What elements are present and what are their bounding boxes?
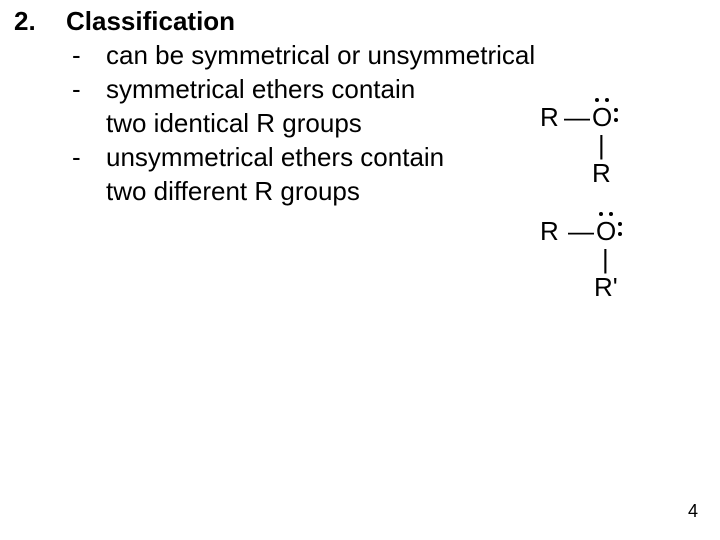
formula-unsymmetrical-ether: R — O | R' — [540, 210, 690, 320]
bullet-text: can be symmetrical or unsymmetrical — [106, 40, 535, 71]
formula-r-prime-bottom: R' — [594, 274, 618, 300]
lone-pair-dot-icon — [595, 98, 599, 102]
bond-horizontal-icon: — — [564, 104, 590, 130]
lone-pair-dot-icon — [618, 232, 622, 236]
bullet-text: unsymmetrical ethers contain — [106, 142, 444, 173]
list-number: 2. — [14, 6, 36, 37]
formula-r-left: R — [540, 104, 559, 130]
bullet-text-line2: two identical R groups — [106, 108, 362, 139]
lone-pair-dot-icon — [609, 212, 613, 216]
page-number: 4 — [688, 501, 698, 522]
bond-vertical-icon: | — [602, 246, 609, 272]
bullet-text-line2: two different R groups — [106, 176, 360, 207]
lone-pair-dot-icon — [605, 98, 609, 102]
lone-pair-dot-icon — [614, 108, 618, 112]
lone-pair-dot-icon — [614, 118, 618, 122]
bullet-dash: - — [72, 74, 81, 105]
lone-pair-dot-icon — [618, 222, 622, 226]
formula-o: O — [592, 104, 612, 130]
bond-horizontal-icon: — — [568, 218, 594, 244]
formula-symmetrical-ether: R — O | R — [540, 96, 690, 206]
heading-classification: Classification — [66, 6, 235, 37]
bullet-text: symmetrical ethers contain — [106, 74, 415, 105]
formula-o: O — [596, 218, 616, 244]
bond-vertical-icon: | — [598, 132, 605, 158]
formula-r-bottom: R — [592, 160, 611, 186]
formula-r-left: R — [540, 218, 559, 244]
bullet-dash: - — [72, 40, 81, 71]
bullet-dash: - — [72, 142, 81, 173]
lone-pair-dot-icon — [599, 212, 603, 216]
